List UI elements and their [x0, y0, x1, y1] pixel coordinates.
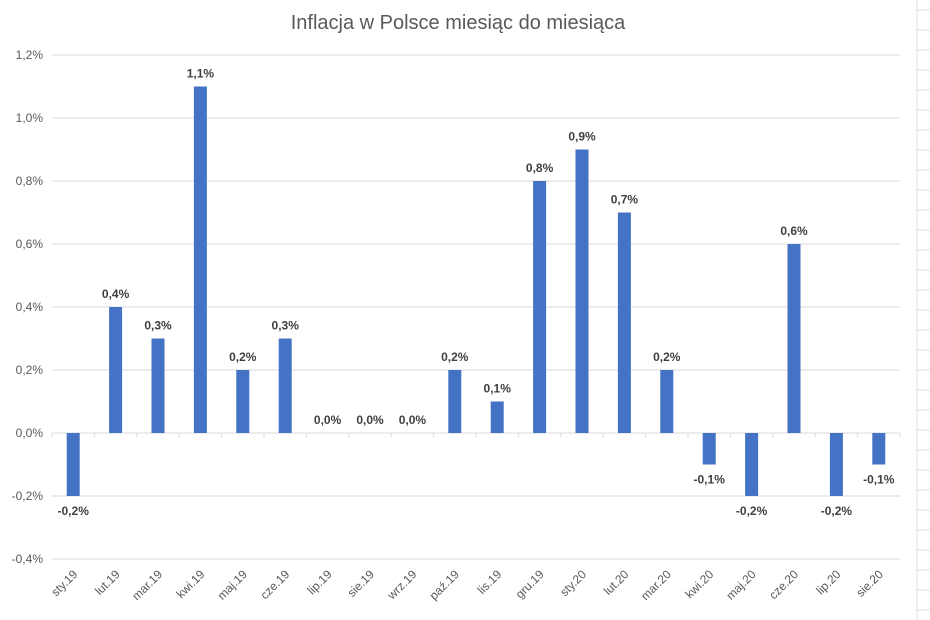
bars	[66, 86, 886, 496]
bar-sie.20	[872, 433, 886, 465]
data-label: 0,2%	[653, 350, 681, 364]
bar-lip.20	[829, 433, 843, 496]
data-label: 0,9%	[568, 130, 596, 144]
x-tick-label: cze.20	[766, 567, 801, 602]
y-tick-label: 0,6%	[16, 237, 44, 251]
bar-cze.20	[787, 244, 801, 433]
y-tick-label: 0,2%	[16, 363, 44, 377]
data-label: 0,0%	[399, 413, 427, 427]
x-tick-label: lis.19	[475, 567, 505, 597]
bar-maj.20	[745, 433, 759, 496]
x-tick-label: lip.19	[305, 567, 335, 597]
x-tick-label: lut.19	[92, 567, 123, 598]
x-axis: sty.19 lut.19 mar.19 kwi.19 maj.19 cze.19 lip.…	[48, 567, 886, 603]
x-tick-label: sty.19	[48, 567, 80, 599]
x-tick-label: maj.19	[215, 567, 251, 603]
x-tick-label: maj.20	[723, 567, 759, 603]
y-tick-label: -0,2%	[12, 489, 44, 503]
data-label: 1,1%	[187, 67, 215, 81]
bar-gru.19	[533, 181, 547, 433]
x-tick-label: cze.19	[257, 567, 292, 602]
data-label: 0,3%	[272, 319, 300, 333]
bar-mar.20	[660, 370, 674, 433]
bar-lut.20	[617, 212, 631, 433]
data-label: 0,2%	[441, 350, 469, 364]
x-tick-label: mar.19	[129, 567, 165, 603]
bar-mar.19	[151, 338, 165, 433]
x-tick-label: kwi.19	[174, 567, 208, 601]
x-tick-label: sie.19	[345, 567, 378, 600]
data-label: -0,2%	[58, 504, 90, 518]
x-tick-label: sie.20	[853, 567, 886, 600]
x-tick-label: gru.19	[513, 567, 547, 601]
bar-sty.19	[66, 433, 80, 496]
x-tick-label: sty.20	[557, 567, 589, 599]
y-tick-label: 0,0%	[16, 426, 44, 440]
bar-cze.19	[278, 338, 292, 433]
x-tick-label: wrz.19	[384, 567, 420, 603]
x-tick-label: mar.20	[638, 567, 674, 603]
y-tick-label: -0,4%	[12, 552, 44, 566]
data-label: -0,1%	[694, 473, 726, 487]
data-label: 0,0%	[314, 413, 342, 427]
gridlines	[51, 54, 901, 560]
spreadsheet-row-edge	[916, 0, 930, 620]
data-label: 0,3%	[144, 319, 172, 333]
y-tick-label: 1,2%	[16, 48, 44, 62]
bar-sty.20	[575, 149, 589, 433]
bar-lis.19	[490, 401, 504, 433]
bar-kwi.19	[193, 86, 207, 433]
data-label: -0,2%	[821, 504, 853, 518]
data-label: 0,4%	[102, 287, 130, 301]
x-tick-label: lip.20	[813, 567, 843, 597]
data-label: -0,1%	[863, 473, 895, 487]
data-label: -0,2%	[736, 504, 768, 518]
data-label: 0,8%	[526, 161, 554, 175]
bar-kwi.20	[702, 433, 716, 465]
data-label: 0,7%	[611, 193, 639, 207]
data-labels: -0,2% 0,4% 0,3% 1,1% 0,2% 0,3% 0,0% 0,0% 0,0% 0,2…	[58, 67, 895, 519]
y-tick-label: 0,4%	[16, 300, 44, 314]
data-label: 0,2%	[229, 350, 257, 364]
bar-lut.19	[109, 307, 123, 433]
x-tick-label: lut.20	[601, 567, 632, 598]
y-tick-label: 1,0%	[16, 111, 44, 125]
data-label: 0,6%	[780, 224, 808, 238]
y-axis: -0,4% -0,2% 0,0% 0,2% 0,4% 0,6% 0,8% 1,0% 1,2%	[12, 48, 44, 566]
data-label: 0,1%	[484, 382, 512, 396]
x-tick-label: paź.19	[427, 567, 463, 603]
bar-paź.19	[448, 370, 462, 433]
chart-title: Inflacja w Polsce miesiąc do miesiąca	[291, 12, 626, 34]
data-label: 0,0%	[356, 413, 384, 427]
x-tick-label: kwi.20	[682, 567, 716, 601]
bar-maj.19	[236, 370, 250, 433]
y-tick-label: 0,8%	[16, 174, 44, 188]
